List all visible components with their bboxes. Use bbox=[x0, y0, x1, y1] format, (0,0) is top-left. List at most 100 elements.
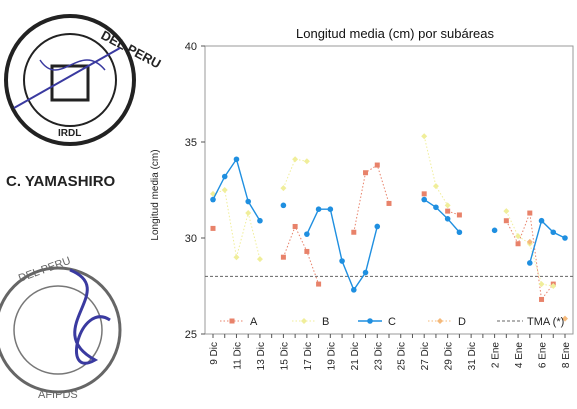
x-tick-label: 4 Ene bbox=[514, 342, 525, 369]
series-B-line bbox=[212, 189, 261, 260]
x-tick-label: 21 Dic bbox=[350, 342, 361, 370]
series-C-point bbox=[245, 198, 251, 205]
series-A-point bbox=[527, 210, 533, 216]
x-tick-label: 19 Dic bbox=[326, 342, 337, 370]
series-C-point bbox=[233, 156, 240, 163]
y-tick-label: 35 bbox=[185, 137, 197, 149]
bottom-stamp-outer-ring bbox=[0, 266, 122, 394]
bottom-stamp-sub: AFIPDS bbox=[38, 389, 78, 401]
x-tick-label: 17 Dic bbox=[303, 342, 314, 370]
legend-swatch-marker bbox=[367, 318, 373, 324]
series-C-point bbox=[351, 287, 357, 293]
legend-label: A bbox=[250, 316, 258, 328]
x-tick-label: 2 Ene bbox=[491, 342, 502, 369]
series-A-point bbox=[280, 254, 286, 260]
series-C-point bbox=[491, 227, 498, 234]
series-A-line bbox=[353, 164, 390, 233]
series-B-line bbox=[282, 158, 307, 189]
series-C-point bbox=[221, 173, 228, 180]
series-B-point bbox=[550, 283, 557, 289]
series-C-point bbox=[421, 196, 428, 203]
series-B-point bbox=[303, 158, 310, 165]
series-B-point bbox=[538, 281, 545, 288]
x-tick-label: 11 Dic bbox=[232, 342, 243, 370]
series-C-point bbox=[315, 206, 322, 212]
bottom-stamp-inner-ring bbox=[13, 285, 103, 375]
chart-title: Longitud media (cm) por subáreas bbox=[296, 26, 494, 41]
series-A-point bbox=[445, 208, 451, 214]
series-C-point bbox=[444, 216, 451, 222]
series-C-point bbox=[339, 258, 345, 264]
x-tick-label: 6 Ene bbox=[538, 342, 549, 369]
series-A-point bbox=[515, 241, 521, 247]
plot-frame bbox=[204, 45, 574, 335]
top-signature-stroke bbox=[13, 47, 121, 109]
x-tick-label: 25 Dic bbox=[397, 342, 408, 370]
series-C-point bbox=[562, 235, 568, 241]
series-B-point bbox=[421, 133, 428, 140]
legend-swatch-marker bbox=[437, 318, 443, 324]
x-tick-label: 13 Dic bbox=[256, 342, 267, 370]
series-C-point bbox=[257, 217, 263, 224]
top-stamp-outer-ring bbox=[4, 14, 136, 146]
series-B-point bbox=[292, 156, 299, 163]
series-A-point bbox=[421, 191, 427, 197]
series-D-point bbox=[526, 238, 533, 245]
series-B-point bbox=[432, 183, 439, 190]
y-tick-label: 25 bbox=[185, 329, 197, 341]
series-B-point bbox=[515, 233, 522, 240]
x-tick-label: 8 Ene bbox=[561, 342, 572, 369]
legend-label: TMA (*) bbox=[527, 316, 564, 328]
series-C-point bbox=[456, 229, 463, 236]
series-C-point bbox=[210, 196, 216, 203]
series-B-point bbox=[245, 210, 252, 217]
legend-swatch-marker bbox=[229, 318, 235, 324]
bottom-signature bbox=[69, 268, 111, 365]
series-C-point bbox=[527, 260, 533, 266]
series-A-point bbox=[374, 162, 380, 168]
series-C-line bbox=[529, 219, 566, 264]
x-tick-label: 29 Dic bbox=[444, 342, 455, 370]
series-C-point bbox=[374, 223, 381, 230]
series-B-point bbox=[233, 254, 240, 261]
series-A-point bbox=[386, 200, 392, 206]
series-A-point bbox=[363, 170, 369, 176]
series-B-line bbox=[505, 210, 554, 287]
series-C-line bbox=[212, 157, 261, 222]
plot-area: 25 30 35 40 9 Dic 11 Dic 13 Dic 15 Dic 17 Dic 19 … bbox=[185, 41, 574, 370]
legend-label: D bbox=[458, 316, 466, 328]
series-A-line bbox=[282, 225, 320, 285]
series-B-point bbox=[280, 185, 287, 192]
legend: A B C D TMA (*) bbox=[220, 316, 564, 328]
series-A-point bbox=[539, 296, 545, 302]
series-A-point bbox=[503, 218, 509, 224]
series-A-point bbox=[210, 225, 216, 231]
bottom-stamp-text: DEL PERU bbox=[17, 255, 72, 285]
series-A-point bbox=[456, 212, 462, 218]
series-A-point bbox=[351, 229, 357, 235]
series-A-point bbox=[316, 281, 322, 287]
x-tick-label: 27 Dic bbox=[420, 342, 431, 370]
y-tick-label: 40 bbox=[185, 41, 197, 53]
series-B-point bbox=[444, 202, 451, 209]
signature-name: C. YAMASHIRO bbox=[6, 173, 116, 190]
top-stamp-sub: IRDL bbox=[58, 128, 81, 139]
series-B-point bbox=[503, 208, 510, 215]
series-A-point bbox=[292, 223, 298, 229]
x-tick-label: 9 Dic bbox=[209, 342, 220, 365]
legend-swatch-marker bbox=[301, 318, 307, 324]
series-C-point bbox=[327, 206, 334, 212]
legend-label: C bbox=[388, 316, 396, 328]
series-C-line bbox=[423, 199, 460, 233]
series-C-point bbox=[304, 231, 310, 237]
x-tick-label: 31 Dic bbox=[467, 342, 478, 370]
series-C-point bbox=[550, 229, 557, 236]
y-axis-label: Longitud media (cm) bbox=[150, 149, 161, 240]
series-C-point bbox=[362, 269, 369, 276]
series-B-point bbox=[221, 187, 228, 193]
x-tick-label: 15 Dic bbox=[279, 342, 290, 370]
y-tick-label: 30 bbox=[185, 233, 197, 245]
top-stamp: DEL PERU IRDL bbox=[4, 14, 163, 146]
series-C-line bbox=[306, 208, 378, 292]
